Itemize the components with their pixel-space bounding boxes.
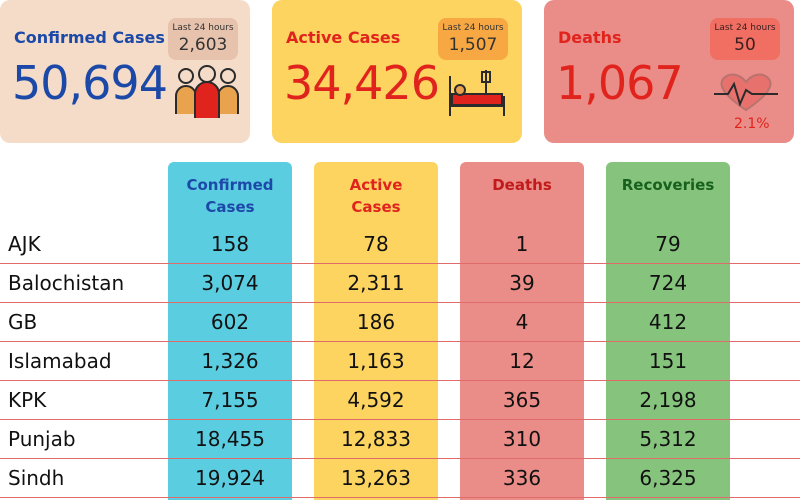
table-cell-active: 13,263 xyxy=(341,466,411,490)
table-cell-active: 78 xyxy=(363,232,389,256)
table-cell-recoveries: 79 xyxy=(655,232,681,256)
deaths-column-header: Deaths xyxy=(460,174,584,196)
table-cell-recoveries: 2,198 xyxy=(639,388,697,412)
recoveries-column: Recoveries xyxy=(606,162,730,500)
deaths-column: Deaths xyxy=(460,162,584,500)
confirmed-cases-card: Confirmed Cases 50,694 Last 24 hours 2,6… xyxy=(0,0,250,143)
table-row-label: AJK xyxy=(8,232,41,256)
table-cell-active: 4,592 xyxy=(347,388,405,412)
row-divider xyxy=(0,497,800,498)
table-cell-active: 2,311 xyxy=(347,271,405,295)
table-cell-recoveries: 151 xyxy=(648,349,688,373)
confirmed-cases-value: 50,694 xyxy=(12,56,168,110)
active-last24-badge: Last 24 hours 1,507 xyxy=(438,18,508,60)
confirmed-column-header-text: Confirmed Cases xyxy=(186,176,274,216)
deaths-card: Deaths 1,067 Last 24 hours 50 2.1% xyxy=(544,0,794,143)
table-row-label: Balochistan xyxy=(8,271,125,295)
table-cell-recoveries: 412 xyxy=(648,310,688,334)
active-column-header-text: Active Cases xyxy=(349,176,403,216)
people-group-icon xyxy=(175,65,239,118)
death-rate-value: 2.1% xyxy=(734,116,770,132)
table-cell-confirmed: 158 xyxy=(210,232,250,256)
active-column: Active Cases xyxy=(314,162,438,500)
active-last24-label: Last 24 hours xyxy=(442,23,504,33)
confirmed-last24-badge: Last 24 hours 2,603 xyxy=(168,18,238,60)
table-cell-deaths: 39 xyxy=(509,271,535,295)
table-row-label: Islamabad xyxy=(8,349,112,373)
table-row-label: GB xyxy=(8,310,38,334)
active-last24-value: 1,507 xyxy=(448,35,498,55)
deaths-last24-label: Last 24 hours xyxy=(714,23,776,33)
table-row-label: KPK xyxy=(8,388,47,412)
deaths-title: Deaths xyxy=(558,28,622,47)
deaths-column-header-text: Deaths xyxy=(492,176,552,194)
table-row-label: Sindh xyxy=(8,466,65,490)
hospital-bed-icon xyxy=(449,70,505,116)
recoveries-column-header: Recoveries xyxy=(606,174,730,196)
heartbeat-icon xyxy=(714,73,778,112)
table-cell-deaths: 1 xyxy=(515,232,529,256)
confirmed-column-header: Confirmed Cases xyxy=(168,174,292,218)
active-column-header: Active Cases xyxy=(314,174,438,218)
table-cell-confirmed: 19,924 xyxy=(195,466,265,490)
table-cell-deaths: 12 xyxy=(509,349,535,373)
table-cell-active: 186 xyxy=(356,310,396,334)
table-cell-confirmed: 7,155 xyxy=(201,388,259,412)
recoveries-column-header-text: Recoveries xyxy=(621,176,715,194)
row-divider xyxy=(0,302,800,303)
table-cell-deaths: 4 xyxy=(515,310,529,334)
row-divider xyxy=(0,263,800,264)
table-cell-deaths: 310 xyxy=(502,427,542,451)
active-cases-title: Active Cases xyxy=(286,28,401,47)
deaths-last24-value: 50 xyxy=(734,35,756,55)
confirmed-last24-label: Last 24 hours xyxy=(172,23,234,33)
table-cell-confirmed: 18,455 xyxy=(195,427,265,451)
confirmed-last24-value: 2,603 xyxy=(178,35,228,55)
row-divider xyxy=(0,458,800,459)
table-cell-recoveries: 724 xyxy=(648,271,688,295)
table-cell-active: 1,163 xyxy=(347,349,405,373)
active-cases-value: 34,426 xyxy=(284,56,440,110)
confirmed-column: Confirmed Cases xyxy=(168,162,292,500)
row-divider xyxy=(0,419,800,420)
table-cell-recoveries: 5,312 xyxy=(639,427,697,451)
table-cell-confirmed: 1,326 xyxy=(201,349,259,373)
table-cell-recoveries: 6,325 xyxy=(639,466,697,490)
deaths-last24-badge: Last 24 hours 50 xyxy=(710,18,780,60)
table-cell-deaths: 365 xyxy=(502,388,542,412)
table-cell-confirmed: 3,074 xyxy=(201,271,259,295)
active-cases-card: Active Cases 34,426 Last 24 hours 1,507 xyxy=(272,0,522,143)
table-cell-active: 12,833 xyxy=(341,427,411,451)
table-cell-confirmed: 602 xyxy=(210,310,250,334)
row-divider xyxy=(0,341,800,342)
confirmed-cases-title: Confirmed Cases xyxy=(14,28,165,47)
table-cell-deaths: 336 xyxy=(502,466,542,490)
deaths-value: 1,067 xyxy=(556,56,684,110)
table-row-label: Punjab xyxy=(8,427,76,451)
row-divider xyxy=(0,380,800,381)
